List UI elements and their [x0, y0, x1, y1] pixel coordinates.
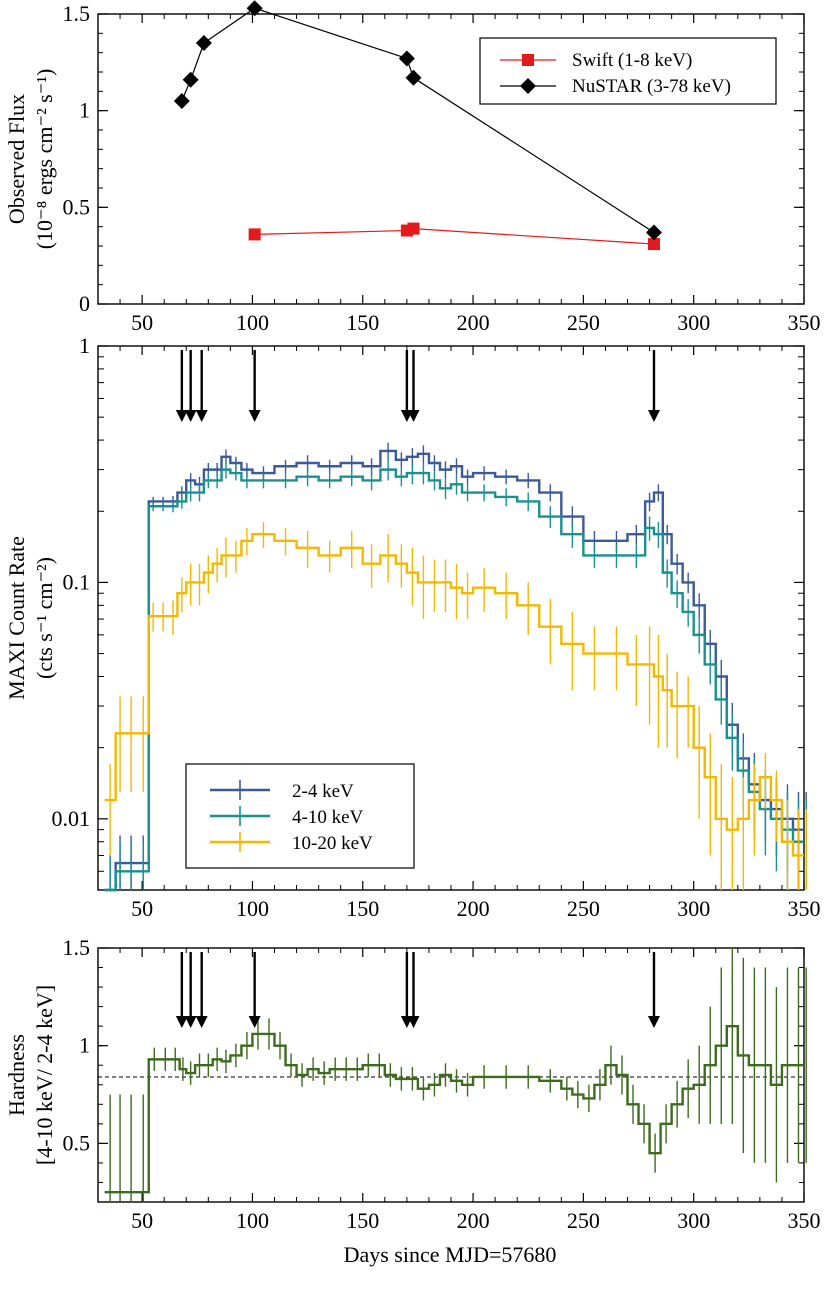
x-tick-label: 150 — [346, 896, 379, 921]
x-tick-label: 150 — [346, 310, 379, 335]
series-step-line-0 — [104, 449, 804, 892]
maxi-count-rate-panel: 50 100 150 200 250 300 350 0.01 0.1 1 2-4 keV 4-1… — [4, 333, 821, 921]
x-tick-label: 150 — [346, 1208, 379, 1233]
observation-arrow-head — [175, 1016, 188, 1028]
hardness-observation-arrows — [175, 952, 660, 1028]
x-tick-label: 50 — [131, 1208, 153, 1233]
x-tick-label: 350 — [788, 1208, 821, 1233]
legend-label: 2-4 keV — [292, 781, 354, 802]
y-tick-label: 1 — [79, 98, 90, 123]
x-tick-label: 100 — [236, 1208, 269, 1233]
y-tick-label: 0.1 — [63, 569, 91, 594]
swift-point — [248, 228, 261, 241]
observation-arrow-head — [195, 410, 208, 422]
series-step-line-2 — [104, 532, 804, 857]
maxi-series — [104, 442, 807, 892]
x-tick-label: 200 — [457, 896, 490, 921]
y-tick-label: 1.5 — [63, 935, 91, 960]
maxi-legend: 2-4 keV 4-10 keV 10-20 keV — [185, 763, 415, 869]
x-tick-label: 300 — [677, 310, 710, 335]
observation-arrow-head — [407, 1016, 420, 1028]
y-tick-label: 0 — [79, 291, 90, 316]
x-tick-label: 100 — [236, 896, 269, 921]
maxi-y-ticks: 0.01 0.1 1 — [52, 333, 804, 891]
x-axis-title: Days since MJD=57680 — [344, 1242, 557, 1267]
x-tick-label: 300 — [677, 1208, 710, 1233]
nustar-point — [398, 50, 415, 67]
flux-y-ticks: 0 0.5 1 1.5 — [63, 1, 804, 316]
maxi-observation-arrows — [175, 350, 660, 422]
legend-label: Swift (1-8 keV) — [572, 50, 692, 71]
y-tick-label: 1 — [79, 333, 90, 358]
observation-arrow-head — [175, 410, 188, 422]
observation-arrow-head — [195, 1016, 208, 1028]
swift-point — [407, 222, 420, 235]
nustar-point — [173, 93, 190, 109]
legend-box — [479, 37, 777, 105]
x-tick-label: 200 — [457, 310, 490, 335]
x-tick-label: 250 — [567, 896, 600, 921]
nustar-point — [645, 224, 662, 241]
legend-label: 4-10 keV — [292, 807, 364, 828]
x-tick-label: 250 — [567, 310, 600, 335]
flux-panel: 50 100 150 200 250 300 350 0 0.5 1 1.5 Swift (1-8… — [4, 0, 821, 335]
maxi-x-ticks: 50 100 150 200 250 300 350 — [119, 346, 821, 921]
observation-arrow-head — [407, 410, 420, 422]
legend-nustar-marker — [520, 78, 536, 94]
y-tick-label: 0.01 — [52, 806, 91, 831]
legend-label: 10-20 keV — [292, 833, 373, 854]
x-tick-label: 50 — [131, 896, 153, 921]
observation-arrow-head — [184, 410, 197, 422]
hardness-series — [104, 948, 807, 1202]
hardness-y-axis-title-line2: [4-10 keV/ 2-4 keV] — [32, 985, 57, 1165]
flux-series — [173, 0, 662, 251]
x-tick-label: 200 — [457, 1208, 490, 1233]
series-line-0 — [254, 227, 655, 245]
nustar-point — [405, 69, 422, 86]
observation-arrow-head — [647, 410, 660, 422]
flux-legend: Swift (1-8 keV) NuSTAR (3-78 keV) — [479, 37, 777, 105]
flux-y-axis-title-line1: Observed Flux — [4, 94, 29, 224]
y-tick-label: 0.5 — [63, 1130, 91, 1155]
observation-arrow-head — [248, 1016, 261, 1028]
hardness-panel: 50 100 150 200 250 300 350 0.5 1 1.5 Hardness [4… — [4, 935, 821, 1267]
hardness-x-ticks: 50 100 150 200 250 300 350 — [119, 948, 821, 1233]
hardness-y-axis-title-line1: Hardness — [4, 1034, 29, 1116]
observation-arrow-head — [647, 1016, 660, 1028]
legend-label: NuSTAR (3-78 keV) — [572, 76, 731, 97]
nustar-point — [182, 71, 199, 88]
legend-swift-marker — [522, 54, 534, 66]
swift-point — [647, 238, 660, 251]
x-tick-label: 300 — [677, 896, 710, 921]
x-tick-label: 100 — [236, 310, 269, 335]
y-tick-label: 1 — [79, 1033, 90, 1058]
observation-arrow-head — [184, 1016, 197, 1028]
observation-arrow-head — [248, 410, 261, 422]
x-tick-label: 250 — [567, 1208, 600, 1233]
flux-x-ticks: 50 100 150 200 250 300 350 — [119, 14, 821, 335]
hardness-y-ticks: 0.5 1 1.5 — [63, 935, 804, 1203]
maxi-y-axis-title-line2: (cts s⁻¹ cm⁻²) — [32, 557, 57, 679]
y-tick-label: 0.5 — [63, 194, 91, 219]
x-tick-label: 350 — [788, 310, 821, 335]
maxi-y-axis-title-line1: MAXI Count Rate — [4, 536, 29, 700]
x-tick-label: 350 — [788, 896, 821, 921]
y-tick-label: 1.5 — [63, 1, 91, 26]
flux-y-axis-title-line2: (10⁻⁸ ergs cm⁻² s⁻¹) — [32, 69, 57, 250]
x-tick-label: 50 — [131, 310, 153, 335]
nustar-point — [195, 35, 212, 51]
series-step-line-0 — [104, 1024, 804, 1194]
nustar-point — [246, 0, 263, 17]
